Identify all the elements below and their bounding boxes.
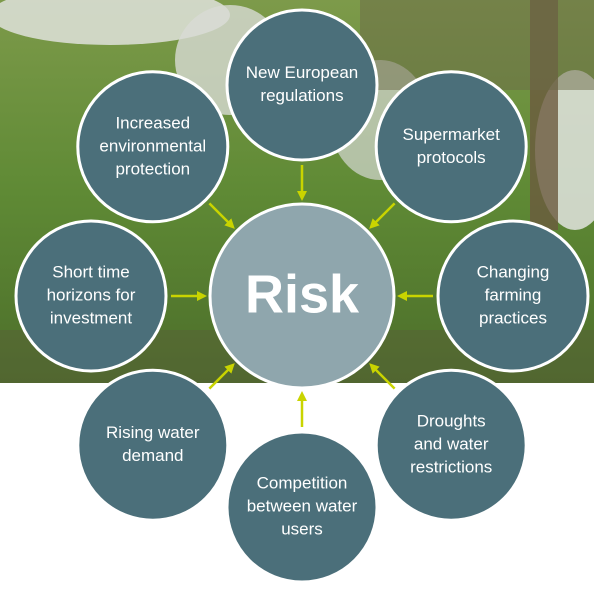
node: Increased environmental protection bbox=[78, 72, 228, 222]
node-label: protocols bbox=[417, 148, 486, 167]
node-label: and water bbox=[414, 435, 489, 454]
node-label: Increased bbox=[115, 113, 190, 132]
node: New European regulations bbox=[227, 10, 377, 160]
node-label: horizons for bbox=[47, 285, 136, 304]
node: Droughts and water restrictions bbox=[376, 370, 526, 520]
node-label: Short time bbox=[52, 262, 129, 281]
node-label: demand bbox=[122, 446, 183, 465]
node-label: Supermarket bbox=[403, 125, 501, 144]
node: Competition between water users bbox=[227, 432, 377, 582]
center-label: Risk bbox=[245, 264, 360, 324]
node-label: New European bbox=[246, 63, 358, 82]
node-label: restrictions bbox=[410, 458, 492, 477]
node-label: between water bbox=[247, 496, 358, 515]
node-label: users bbox=[281, 519, 323, 538]
node-label: Competition bbox=[257, 473, 348, 492]
node: Changing farming practices bbox=[438, 221, 588, 371]
node: Short time horizons for investment bbox=[16, 221, 166, 371]
node: Rising water demand bbox=[78, 370, 228, 520]
node-label: Droughts bbox=[417, 412, 486, 431]
node-label: Rising water bbox=[106, 423, 200, 442]
node-label: Changing bbox=[477, 262, 550, 281]
node-label: farming bbox=[485, 285, 542, 304]
node-label: regulations bbox=[260, 86, 343, 105]
node: Supermarket protocols bbox=[376, 72, 526, 222]
node-label: protection bbox=[115, 159, 190, 178]
node-label: practices bbox=[479, 308, 547, 327]
page: {"center": {"label": "Risk"}, "nodes": [… bbox=[0, 0, 594, 590]
node-label: environmental bbox=[99, 136, 206, 155]
node-label: investment bbox=[50, 308, 132, 327]
risk-diagram: New European regulations Supermarket protoc… bbox=[0, 0, 594, 590]
